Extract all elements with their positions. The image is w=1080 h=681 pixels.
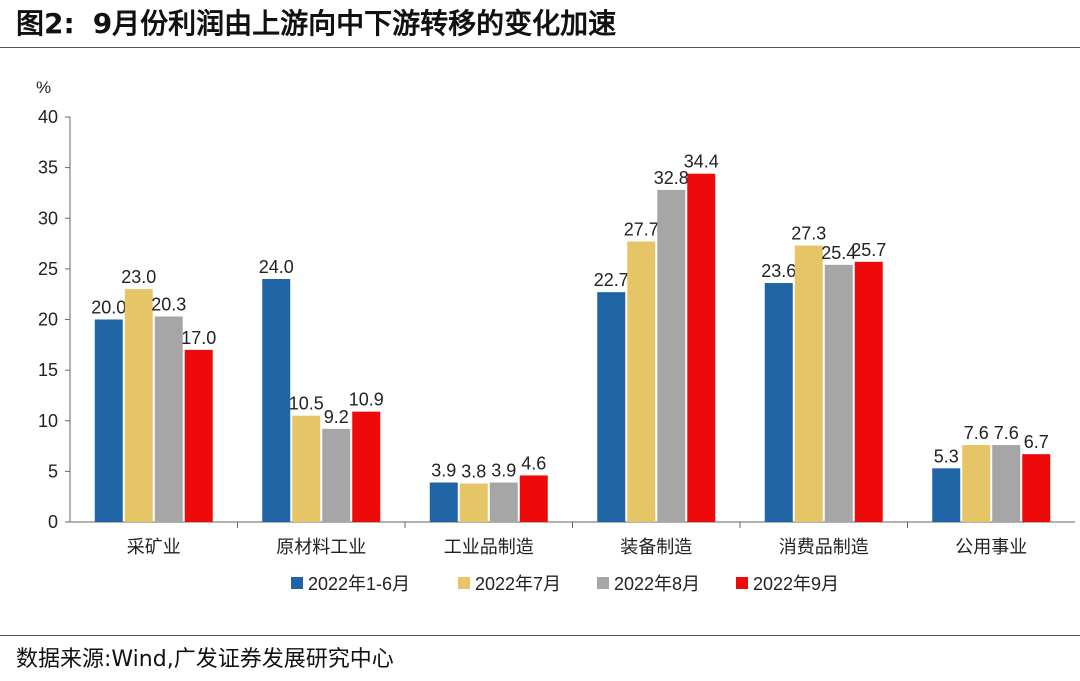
bar <box>657 189 686 522</box>
bar <box>489 482 518 522</box>
data-label: 20.0 <box>91 298 126 318</box>
y-tick-label: 15 <box>38 360 58 380</box>
legend-label: 2022年1-6月 <box>308 574 410 594</box>
data-label: 4.6 <box>521 453 546 473</box>
bar <box>459 483 488 522</box>
legend-swatch <box>291 577 303 589</box>
y-tick-label: 10 <box>38 411 58 431</box>
legend-label: 2022年9月 <box>753 574 839 594</box>
legend-label: 2022年7月 <box>475 574 561 594</box>
legend-label: 2022年8月 <box>614 574 700 594</box>
data-label: 3.8 <box>461 462 486 482</box>
bar <box>429 482 458 522</box>
x-category-label: 采矿业 <box>127 537 181 557</box>
data-label: 22.7 <box>594 270 629 290</box>
data-label: 9.2 <box>324 407 349 427</box>
bar <box>1022 454 1051 522</box>
bar <box>687 173 716 522</box>
bar <box>184 349 213 522</box>
data-label: 25.4 <box>821 243 856 263</box>
y-tick-label: 20 <box>38 310 58 330</box>
bar <box>794 245 823 522</box>
x-category-label: 装备制造 <box>620 537 692 557</box>
bar <box>154 316 183 522</box>
data-source-note: 数据来源:Wind,广发证券发展研究中心 <box>16 647 394 672</box>
y-tick-label: 35 <box>38 158 58 178</box>
bar <box>352 411 381 522</box>
data-label: 10.5 <box>289 394 324 414</box>
bar <box>932 468 961 522</box>
y-tick-label: 30 <box>38 208 58 228</box>
figure-title: 图2: 9月份利润由上游向中下游转移的变化加速 <box>16 2 616 46</box>
y-tick-label: 25 <box>38 259 58 279</box>
data-label: 24.0 <box>259 257 294 277</box>
bar <box>764 283 793 522</box>
data-label: 5.3 <box>934 446 959 466</box>
legend-swatch <box>458 577 470 589</box>
legend-swatch <box>736 577 748 589</box>
bar <box>94 319 123 522</box>
bar-chart: % 0 5 10 15 20 25 30 35 40 20.0 23.0 20.3 17.0 采矿业 24.0… <box>36 78 1075 594</box>
data-label: 20.3 <box>151 294 186 314</box>
bar <box>519 475 548 522</box>
x-category-label: 工业品制造 <box>444 537 534 557</box>
y-tick-label: 0 <box>48 512 58 532</box>
data-label: 3.9 <box>491 461 516 481</box>
y-tick-label: 5 <box>48 461 58 481</box>
figure-title-text: 9月份利润由上游向中下游转移的变化加速 <box>92 7 617 40</box>
data-label: 7.6 <box>964 423 989 443</box>
data-label: 27.7 <box>624 220 659 240</box>
bar <box>854 261 883 522</box>
data-label: 23.6 <box>761 261 796 281</box>
x-category-label: 原材料工业 <box>276 537 366 557</box>
data-label: 34.4 <box>684 152 719 172</box>
bar <box>962 445 991 522</box>
legend-swatch <box>597 577 609 589</box>
bar <box>824 264 853 522</box>
bar <box>292 415 321 522</box>
data-label: 3.9 <box>431 461 456 481</box>
data-label: 6.7 <box>1024 432 1049 452</box>
data-label: 7.6 <box>994 423 1019 443</box>
data-label: 25.7 <box>851 240 886 260</box>
bar <box>124 289 153 522</box>
figure-tag: 图2: <box>16 7 75 40</box>
data-label: 10.9 <box>349 390 384 410</box>
bar <box>597 292 626 522</box>
data-label: 17.0 <box>181 328 216 348</box>
data-label: 27.3 <box>791 224 826 244</box>
data-label: 23.0 <box>121 267 156 287</box>
top-divider <box>0 47 1080 48</box>
bar <box>992 445 1021 522</box>
y-axis-label: % <box>36 78 51 97</box>
bar <box>627 241 656 522</box>
bar <box>262 279 291 522</box>
y-tick-label: 40 <box>38 107 58 127</box>
x-category-label: 公用事业 <box>955 537 1027 557</box>
bar <box>322 428 351 522</box>
x-category-label: 消费品制造 <box>779 537 869 557</box>
bottom-divider <box>0 635 1080 636</box>
data-label: 32.8 <box>654 168 689 188</box>
